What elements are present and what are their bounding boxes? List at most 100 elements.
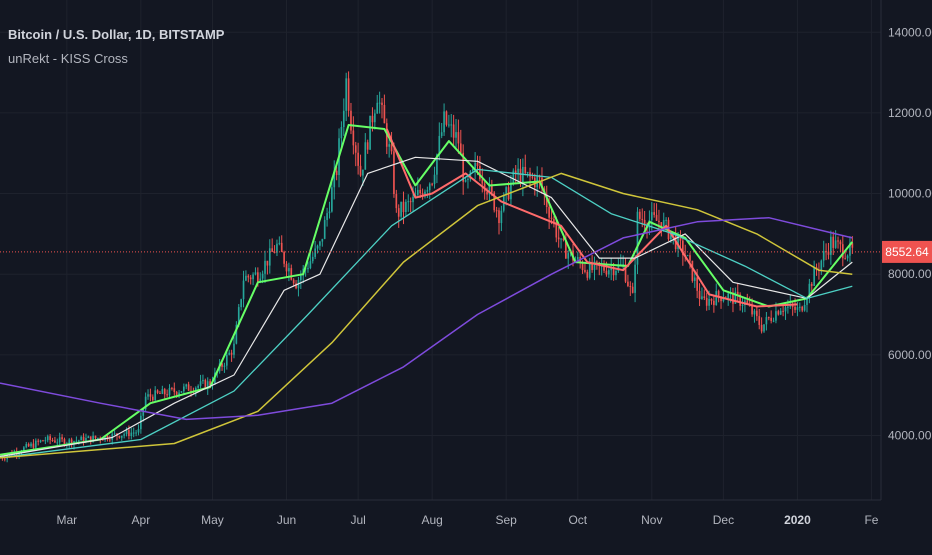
candle-body — [70, 439, 73, 445]
candle-body — [242, 280, 245, 300]
candle-body — [309, 261, 312, 269]
candle-body — [696, 277, 698, 291]
candle-body — [357, 152, 359, 166]
time-tick-label: Aug — [421, 513, 442, 527]
candle-body — [393, 151, 395, 195]
candle-body — [488, 184, 491, 195]
candle-body — [56, 442, 59, 444]
candle-body — [54, 440, 56, 443]
candle-body — [462, 152, 465, 182]
candle-body — [428, 183, 431, 191]
candle-body — [87, 436, 90, 438]
candle-body — [371, 115, 374, 123]
candle-body — [693, 277, 696, 282]
candle-body — [806, 298, 808, 305]
candle-body — [622, 264, 624, 266]
candle-body — [209, 381, 211, 386]
candle-body — [364, 142, 367, 170]
candle-body — [328, 211, 331, 214]
candle-body — [517, 168, 519, 174]
candle-body — [765, 317, 768, 325]
candle-body — [37, 440, 40, 442]
candle-body — [481, 179, 484, 184]
candle-body — [23, 447, 25, 452]
indicator-label[interactable]: unRekt - KISS Cross — [8, 51, 128, 66]
time-tick-label: Oct — [568, 513, 587, 527]
candle-body — [713, 300, 715, 306]
candle-body — [596, 261, 598, 263]
candle-body — [763, 324, 765, 332]
candle-body — [603, 265, 605, 271]
candle-body — [347, 78, 350, 111]
candle-body — [221, 363, 223, 367]
candle-body — [440, 132, 443, 136]
candle-body — [299, 275, 302, 280]
candle-body — [77, 440, 80, 442]
candle-body — [529, 172, 531, 177]
candle-body — [753, 310, 756, 315]
candle-body — [108, 439, 111, 441]
candle-body — [352, 130, 355, 146]
candle-body — [144, 396, 147, 410]
candle-body — [524, 166, 527, 173]
price-axis[interactable]: 4000.00 6000.00 8000.00 10000.00 12000.00 140… — [888, 25, 932, 442]
candle-body — [557, 237, 560, 240]
candle-body — [436, 154, 438, 175]
candle-body — [641, 218, 644, 220]
candle-body — [607, 270, 610, 275]
candle-body — [295, 283, 297, 289]
time-axis[interactable]: Mar Apr May Jun Jul Aug Sep Oct Nov Dec 2020 Fe — [57, 513, 879, 527]
candle-body — [708, 299, 710, 306]
candle-body — [362, 169, 364, 176]
candle-body — [610, 267, 613, 271]
candle-body — [342, 110, 345, 127]
candle-body — [166, 394, 168, 396]
candle-body — [350, 110, 352, 131]
candle-body — [58, 437, 61, 443]
candle-body — [837, 240, 839, 242]
candle-body — [51, 439, 54, 441]
candle-body — [703, 296, 706, 299]
candle-body — [268, 248, 271, 266]
symbol-title[interactable]: Bitcoin / U.S. Dollar, 1D, BITSTAMP — [8, 27, 225, 42]
candle-body — [173, 388, 176, 392]
candle-body — [388, 144, 391, 147]
candle-body — [550, 217, 553, 220]
candle-body — [624, 264, 627, 282]
candle-body — [464, 179, 467, 182]
candle-body — [149, 394, 152, 397]
candle-body — [171, 388, 173, 390]
last-price-badge — [882, 240, 932, 263]
candle-body — [841, 244, 844, 259]
candle-body — [113, 433, 116, 435]
candle-body — [803, 304, 806, 311]
candle-body — [321, 238, 324, 242]
candle-body — [345, 78, 348, 111]
candle-body — [830, 236, 832, 255]
candle-body — [490, 184, 493, 193]
candle-body — [340, 126, 343, 139]
candle-body — [412, 196, 414, 203]
candle-body — [237, 307, 240, 325]
candle-body — [433, 174, 436, 185]
candle-body — [679, 236, 682, 241]
candle-body — [27, 444, 30, 447]
candle-body — [175, 391, 178, 395]
candle-body — [479, 165, 481, 180]
candle-body — [820, 260, 823, 270]
candle-body — [808, 283, 811, 299]
time-tick-label: Apr — [132, 513, 151, 527]
candle-body — [498, 210, 500, 224]
candle-body — [397, 208, 400, 217]
time-tick-label: Dec — [713, 513, 734, 527]
candle-body — [746, 300, 749, 304]
candle-body — [247, 275, 250, 278]
candle-body — [839, 241, 842, 245]
candle-body — [629, 285, 632, 287]
candle-body — [615, 270, 617, 276]
candle-body — [68, 439, 71, 444]
candle-body — [359, 165, 362, 176]
candle-body — [156, 390, 159, 393]
